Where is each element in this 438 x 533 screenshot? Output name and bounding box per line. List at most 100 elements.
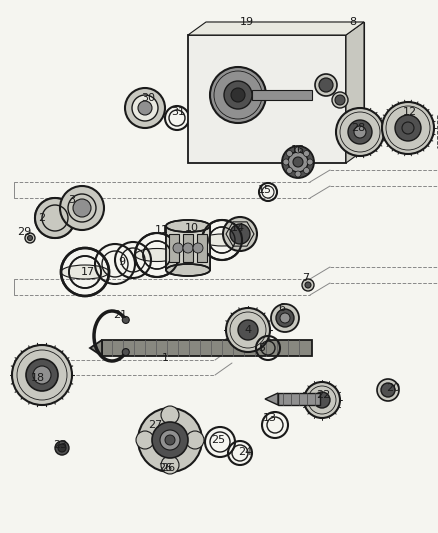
Circle shape [122, 349, 129, 356]
Ellipse shape [202, 234, 242, 246]
Text: 4: 4 [244, 325, 251, 335]
Circle shape [160, 430, 180, 450]
Circle shape [138, 101, 152, 115]
Circle shape [286, 150, 293, 157]
Bar [197, 234, 207, 262]
Circle shape [304, 167, 310, 173]
Circle shape [304, 382, 340, 418]
Circle shape [395, 115, 421, 141]
Circle shape [186, 431, 204, 449]
Text: 26: 26 [158, 463, 172, 473]
Circle shape [276, 309, 294, 327]
Circle shape [336, 108, 384, 156]
Circle shape [286, 167, 293, 173]
Circle shape [305, 282, 311, 288]
Bar [102, 340, 312, 356]
Text: 27: 27 [148, 420, 162, 430]
Ellipse shape [135, 248, 179, 262]
Circle shape [161, 456, 179, 474]
Circle shape [226, 308, 270, 352]
Text: 13: 13 [263, 413, 277, 423]
Bar [169, 234, 179, 262]
Text: 29: 29 [17, 227, 31, 237]
Circle shape [122, 317, 129, 324]
Circle shape [136, 431, 154, 449]
Circle shape [295, 171, 301, 177]
Text: 5: 5 [258, 343, 265, 353]
Circle shape [304, 150, 310, 157]
Circle shape [25, 233, 35, 243]
Text: 18: 18 [31, 373, 45, 383]
Circle shape [319, 78, 333, 92]
Circle shape [283, 159, 289, 165]
Text: 21: 21 [113, 310, 127, 320]
Circle shape [173, 243, 183, 253]
Text: 17: 17 [81, 267, 95, 277]
Bar [166, 226, 210, 270]
Text: 24: 24 [238, 447, 252, 457]
Polygon shape [90, 340, 102, 356]
Polygon shape [346, 22, 364, 163]
Circle shape [348, 120, 372, 144]
Circle shape [314, 392, 330, 408]
Circle shape [26, 359, 58, 391]
Circle shape [125, 88, 165, 128]
Circle shape [381, 383, 395, 397]
Circle shape [230, 224, 250, 244]
Circle shape [315, 74, 337, 96]
Ellipse shape [35, 213, 75, 223]
Circle shape [282, 146, 314, 178]
Circle shape [161, 406, 179, 424]
Text: 30: 30 [141, 93, 155, 103]
Text: 2: 2 [39, 213, 46, 223]
Circle shape [307, 159, 313, 165]
Circle shape [238, 320, 258, 340]
Text: 28: 28 [351, 123, 365, 133]
Circle shape [223, 217, 257, 251]
Circle shape [302, 279, 314, 291]
Circle shape [231, 88, 245, 102]
Circle shape [33, 366, 51, 384]
Circle shape [17, 350, 67, 400]
Text: 12: 12 [403, 107, 417, 117]
Circle shape [60, 186, 104, 230]
Circle shape [308, 386, 336, 414]
Polygon shape [188, 22, 364, 35]
Text: 16: 16 [291, 145, 305, 155]
Bar [278, 393, 320, 405]
Text: 26: 26 [161, 463, 175, 473]
Circle shape [138, 408, 202, 472]
Bar [252, 90, 312, 100]
Text: 6: 6 [279, 303, 286, 313]
Polygon shape [265, 393, 278, 405]
Text: 1: 1 [162, 353, 169, 363]
Bar [188, 35, 346, 163]
Circle shape [224, 81, 252, 109]
Circle shape [214, 71, 262, 119]
Text: 7: 7 [302, 273, 310, 283]
Text: 8: 8 [350, 17, 357, 27]
Circle shape [183, 243, 193, 253]
Circle shape [280, 313, 290, 323]
Circle shape [335, 95, 345, 105]
Circle shape [12, 345, 72, 405]
Circle shape [73, 199, 91, 217]
Circle shape [132, 95, 158, 121]
Text: 10: 10 [185, 223, 199, 233]
Text: 25: 25 [211, 435, 225, 445]
Text: 9: 9 [118, 257, 126, 267]
Text: 31: 31 [171, 107, 185, 117]
Ellipse shape [166, 220, 210, 232]
Text: 20: 20 [386, 383, 400, 393]
Circle shape [152, 422, 188, 458]
Text: 15: 15 [258, 185, 272, 195]
Text: 11: 11 [155, 225, 169, 235]
Circle shape [382, 102, 434, 154]
Circle shape [55, 441, 69, 455]
Text: 19: 19 [240, 17, 254, 27]
Circle shape [230, 312, 266, 348]
Circle shape [165, 435, 175, 445]
Text: 23: 23 [53, 440, 67, 450]
Circle shape [35, 198, 75, 238]
Circle shape [288, 152, 308, 172]
